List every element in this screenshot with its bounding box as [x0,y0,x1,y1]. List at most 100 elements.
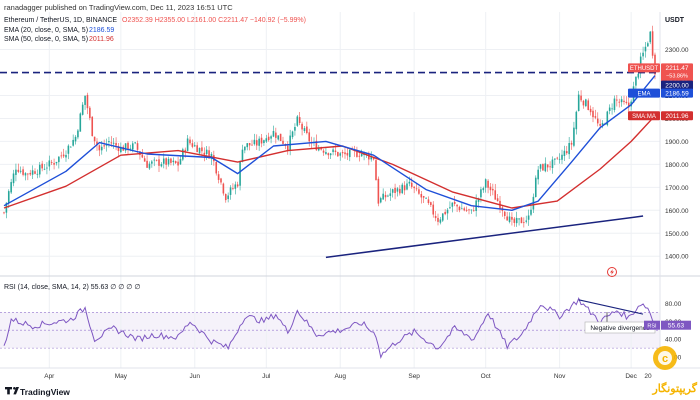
candle-body [432,204,435,215]
candle-body [134,142,136,144]
symbol-title[interactable]: Ethereum / TetherUS, 1D, BINANCE [4,17,117,24]
candle-body [270,136,272,139]
candle-body [518,218,520,220]
candle-body [60,155,63,157]
candle-body [415,188,418,190]
candle-body [372,157,375,160]
candle-body [162,158,165,164]
time-tick-label: Nov [554,373,566,380]
candle-body [91,116,94,137]
candle-body [244,146,246,151]
last-price-tag-label: ETHUSDT [630,66,659,72]
ema-20-line[interactable] [3,75,656,211]
candle-body [420,194,423,198]
rsi-tag-value-box [661,320,691,330]
rsi-line[interactable] [3,297,656,359]
candle-body [86,94,89,109]
candle-body [282,140,284,144]
candle-body [275,132,277,138]
ema-legend[interactable]: EMA (20, close, 0, SMA, 5) [4,27,88,34]
rsi-legend[interactable]: RSI (14, close, SMA, 14, 2) 55.63 ∅ ∅ ∅ … [4,284,140,291]
price-tick-label: 1600.00 [665,208,689,215]
candle-body [308,132,311,142]
candle-body [544,163,547,172]
candle-body [482,188,485,191]
candle-body [224,194,227,201]
sma-tag-label: SMA:MA [632,114,656,120]
candle-body [456,204,458,207]
candle-body [534,177,537,198]
candle-body [558,158,561,160]
candle-body [67,145,70,154]
candle-body [217,174,220,180]
candle-body [520,217,523,224]
price-tick-label: 1400.00 [665,254,689,261]
candle-body [179,159,182,165]
candle-body [422,196,425,198]
candle-body [229,187,232,195]
candle-body [329,153,332,156]
candle-body [143,158,146,162]
sma-50-line[interactable] [3,115,656,209]
candle-body [148,163,151,169]
candle-body [477,198,480,202]
divergence-line[interactable] [578,299,644,315]
candle-body [55,161,58,164]
candle-body [3,212,5,214]
support-trendline[interactable] [325,215,644,259]
candle-body [470,209,473,211]
candle-body [41,163,43,169]
candle-body [158,159,160,166]
candle-body [110,142,113,144]
candle-body [511,216,513,220]
candle-body [117,145,120,152]
publisher-line: ranadagger published on TradingView.com,… [4,3,233,12]
tradingview-logo[interactable] [5,387,19,395]
candle-body [286,145,289,151]
candle-body [589,108,592,113]
candle-body [220,178,222,183]
candle-body [19,170,22,172]
candle-body [112,142,115,144]
candle-body [208,150,210,159]
candle-body [489,186,492,191]
watermark-logo: c [653,346,677,370]
candle-body [465,209,468,211]
candle-body [129,148,132,150]
candle-body [585,99,587,107]
candle-body [427,199,430,204]
candle-body [31,170,34,175]
candle-body [46,167,48,169]
candle-body [115,142,117,146]
candle-body [542,164,544,171]
currency-label: USDT [665,17,685,24]
candle-body [151,161,153,164]
candle-body [291,131,294,138]
candle-body [487,180,489,188]
candle-body [449,207,451,209]
candle-body [453,201,456,204]
candle-body [358,155,361,157]
candle-body [234,184,237,189]
sma-legend[interactable]: SMA (50, close, 0, SMA, 5) [4,36,88,43]
candle-body [403,185,406,191]
candle-body [337,152,339,157]
candle-body [58,156,60,163]
candle-body [375,160,377,181]
candle-body [463,208,466,211]
candle-body [611,108,613,110]
lightning-icon[interactable] [607,267,617,277]
candle-body [239,161,241,186]
ema-tag-value: 2186.59 [665,90,689,97]
rsi-tag-value: 55.63 [668,323,685,330]
time-tick-label: Aug [334,373,346,380]
last-price-tag-extra: −53.86% [666,73,688,79]
candle-body [227,195,229,200]
candle-body [551,159,554,169]
candle-body [53,163,55,165]
candle-body [289,135,291,151]
candle-body [441,213,444,221]
candle-body [508,216,511,222]
candle-body [587,100,590,111]
candle-body [513,218,516,223]
